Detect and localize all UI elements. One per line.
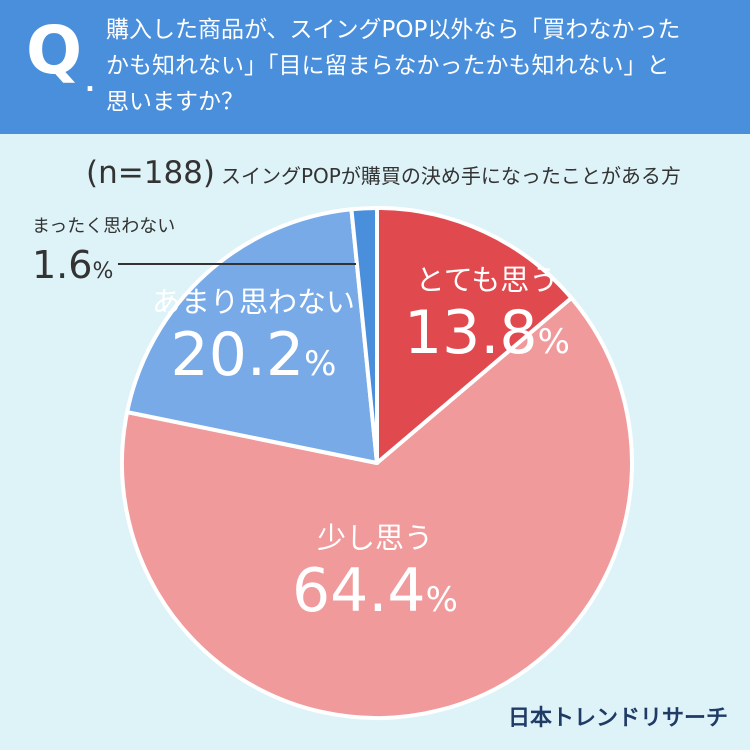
chart-subtitle: (n=188) スイングPOPが購買の決め手になったことがある方 <box>86 155 681 195</box>
slice-label-not-at-all: まったく思わない 1.6% <box>32 215 175 294</box>
slice-category-slightly: 少し思う <box>316 521 433 555</box>
slice-category-not-much: あまり思わない <box>152 285 356 319</box>
slice-value-not-at-all: 1.6% <box>32 243 114 287</box>
question-mark: Q <box>26 12 83 89</box>
slice-label-very-much: とても思う 13.8% <box>404 262 570 377</box>
slice-label-slightly: 少し思う 64.4% <box>292 520 458 635</box>
sample-size: (n=188) <box>86 155 215 191</box>
pie-slice-slightly <box>120 296 634 720</box>
question-header: Q . 購入した商品が、スイングPOP以外なら「買わなかった かも知れない」「目… <box>0 0 750 134</box>
question-line-3: 思いますか？ <box>106 89 244 115</box>
slice-value-slightly: 64.4% <box>292 556 458 626</box>
slice-category-not-at-all: まったく思わない <box>32 216 176 237</box>
question-mark-dot: . <box>85 68 95 98</box>
pie-slice-very-much <box>375 206 574 465</box>
slice-value-not-much: 20.2% <box>170 320 337 390</box>
question-line-2: かも知れない」「目に留まらなかったかも知れない」と <box>106 53 670 79</box>
respondent-description: スイングPOPが購買の決め手になったことがある方 <box>220 164 681 188</box>
slice-label-not-much: あまり思わない 20.2% <box>152 284 355 399</box>
pie-slice-not-at-all <box>349 206 379 465</box>
slice-value-very-much: 13.8% <box>404 298 570 368</box>
question-line-1: 購入した商品が、スイングPOP以外なら「買わなかった <box>106 17 681 43</box>
slice-category-very-much: とても思う <box>415 263 559 297</box>
leader-line <box>118 263 356 265</box>
brand-logo: 日本トレンドリサーチ <box>507 706 728 731</box>
pie-slice-not-much <box>125 207 379 465</box>
question-text: 購入した商品が、スイングPOP以外なら「買わなかった かも知れない」「目に留まら… <box>106 12 736 120</box>
